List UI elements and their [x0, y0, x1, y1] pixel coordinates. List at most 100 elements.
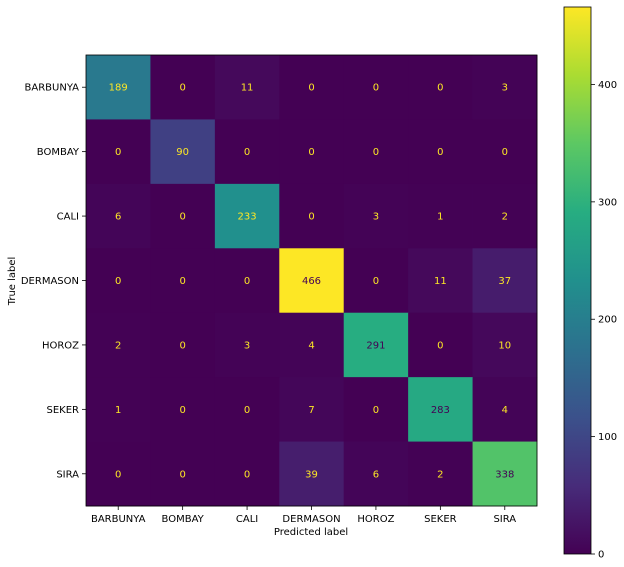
cell-value-label: 283 [431, 405, 450, 416]
cell-value-label: 2 [502, 212, 508, 223]
x-axis-label: Predicted label [274, 527, 348, 538]
cell-value-label: 466 [302, 276, 321, 287]
cell-value-label: 0 [437, 83, 443, 94]
colorbar-tick-label: 200 [598, 315, 617, 326]
cell-value-label: 0 [437, 147, 443, 158]
cell-value-label: 0 [179, 83, 185, 94]
cell-value-label: 4 [502, 405, 508, 416]
heatmap-cell [86, 119, 151, 185]
heatmap-cells [86, 55, 538, 507]
heatmap-cell [343, 248, 409, 314]
heatmap-cell [214, 55, 280, 120]
cell-value-label: 7 [308, 405, 314, 416]
cell-value-label: 2 [437, 469, 443, 480]
heatmap-cell [150, 312, 216, 378]
heatmap-cell [279, 55, 345, 120]
cell-value-label: 0 [308, 212, 314, 223]
y-tick-label: HOROZ [42, 340, 79, 351]
cell-value-label: 338 [495, 469, 514, 480]
cell-value-label: 0 [373, 83, 379, 94]
heatmap-cell [408, 183, 473, 249]
heatmap-cell [150, 377, 216, 442]
cell-value-label: 291 [366, 340, 385, 351]
cell-value-label: 2 [115, 340, 121, 351]
heatmap-cell [150, 119, 216, 185]
heatmap-cell [472, 377, 538, 442]
heatmap-cell [279, 248, 345, 314]
cell-value-label: 39 [305, 469, 318, 480]
heatmap-cell [150, 183, 216, 249]
y-tick-label: DERMASON [21, 276, 79, 287]
heatmap-cell [279, 183, 345, 249]
cell-value-label: 11 [434, 276, 447, 287]
cell-value-label: 0 [502, 147, 508, 158]
heatmap-cell [472, 55, 538, 120]
x-tick-label: BOMBAY [162, 514, 205, 525]
x-axis-ticks: BARBUNYA BOMBAY CALI DERMASON HOROZ SEKER SIRA [91, 506, 516, 525]
y-tick-label: BOMBAY [37, 147, 80, 158]
heatmap-cell [279, 312, 345, 378]
cell-value-label: 0 [373, 147, 379, 158]
cell-value-label: 10 [498, 340, 511, 351]
y-tick-label: SIRA [56, 469, 79, 480]
heatmap-cell [472, 441, 538, 507]
heatmap-cell [408, 55, 473, 120]
cell-value-label: 0 [308, 83, 314, 94]
x-tick-label: CALI [236, 514, 258, 525]
x-tick-label: SEKER [424, 514, 457, 525]
heatmap-cell [214, 377, 280, 442]
colorbar-tick-label: 100 [598, 432, 617, 443]
heatmap-cell [279, 441, 345, 507]
heatmap-cell [343, 441, 409, 507]
x-tick-label: SIRA [493, 514, 516, 525]
cell-value-label: 189 [109, 83, 128, 94]
cell-value-label: 3 [244, 340, 250, 351]
cell-value-label: 0 [244, 405, 250, 416]
heatmap-cell [343, 119, 409, 185]
cell-value-label: 0 [437, 340, 443, 351]
heatmap-cell [408, 312, 473, 378]
cell-value-label: 37 [498, 276, 511, 287]
heatmap-cell [408, 441, 473, 507]
x-tick-label: DERMASON [282, 514, 340, 525]
heatmap-cell [86, 55, 151, 120]
cell-value-label: 90 [176, 147, 189, 158]
heatmap-cell [214, 312, 280, 378]
heatmap-cell [279, 377, 345, 442]
cell-value-label: 0 [244, 147, 250, 158]
cell-value-label: 0 [179, 469, 185, 480]
heatmap-cell [408, 119, 473, 185]
cell-value-label: 0 [179, 405, 185, 416]
colorbar-tick-label: 400 [598, 80, 617, 91]
cell-value-label: 0 [373, 276, 379, 287]
heatmap-cell [150, 441, 216, 507]
heatmap-cell [86, 183, 151, 249]
heatmap-cell [343, 377, 409, 442]
heatmap-cell [214, 441, 280, 507]
heatmap-cell [214, 183, 280, 249]
heatmap-cell [86, 312, 151, 378]
heatmap-cell [472, 312, 538, 378]
heatmap-cell [86, 441, 151, 507]
heatmap-cell [214, 248, 280, 314]
y-tick-label: CALI [57, 212, 79, 223]
cell-value-label: 0 [179, 212, 185, 223]
cell-value-label: 6 [115, 212, 121, 223]
heatmap-cell [279, 119, 345, 185]
cell-value-label: 233 [238, 212, 257, 223]
heatmap-cell-labels: 189 0 11 0 0 0 30 90 0 0 0 0 06 0 233 0 3 1 20 0 0 466 0 11 372 0… [109, 83, 515, 481]
heatmap-cell [214, 119, 280, 185]
cell-value-label: 3 [502, 83, 508, 94]
y-tick-label: BARBUNYA [25, 83, 80, 94]
cell-value-label: 0 [115, 147, 121, 158]
cell-value-label: 6 [373, 469, 379, 480]
heatmap-cell [86, 377, 151, 442]
heatmap-cell [408, 377, 473, 442]
cell-value-label: 0 [115, 469, 121, 480]
cell-value-label: 0 [179, 340, 185, 351]
heatmap-cell [86, 248, 151, 314]
heatmap-cell [472, 183, 538, 249]
y-tick-label: SEKER [47, 405, 80, 416]
colorbar-tick-label: 0 [598, 550, 604, 561]
